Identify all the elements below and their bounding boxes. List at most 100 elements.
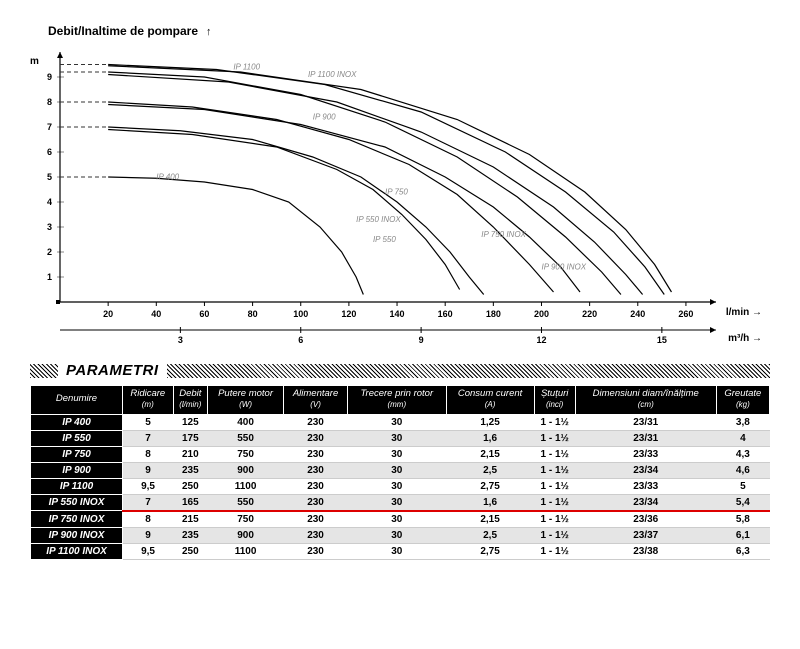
table-cell: 4,6 xyxy=(716,462,769,478)
row-name-cell: IP 900 INOX xyxy=(31,527,123,543)
svg-text:220: 220 xyxy=(582,309,597,319)
table-cell: 23/31 xyxy=(575,430,716,446)
svg-text:6: 6 xyxy=(298,335,303,345)
table-cell: 235 xyxy=(173,527,208,543)
row-name-cell: IP 1100 xyxy=(31,478,123,494)
svg-text:IP 550: IP 550 xyxy=(373,235,396,244)
svg-text:20: 20 xyxy=(103,309,113,319)
svg-text:140: 140 xyxy=(390,309,405,319)
table-cell: 1 - 1½ xyxy=(534,478,575,494)
table-cell: 8 xyxy=(123,446,174,462)
table-cell: 230 xyxy=(284,430,348,446)
table-header: Ridicare(m) xyxy=(123,386,174,415)
svg-text:IP 900 INOX: IP 900 INOX xyxy=(541,263,586,272)
table-header: Dimensiuni diam/înălțime(cm) xyxy=(575,386,716,415)
svg-text:IP 1100: IP 1100 xyxy=(233,63,260,72)
table-cell: 230 xyxy=(284,478,348,494)
table-header: Alimentare(V) xyxy=(284,386,348,415)
pump-curve-chart: m 12345678920406080100120140160180200220… xyxy=(30,42,770,352)
table-cell: 2,75 xyxy=(446,543,534,559)
table-cell: 9 xyxy=(123,462,174,478)
table-cell: 3,8 xyxy=(716,414,769,430)
table-row: IP 750 INOX8215750230302,151 - 1½23/365,… xyxy=(31,511,770,528)
svg-text:1: 1 xyxy=(47,272,52,282)
svg-text:260: 260 xyxy=(678,309,693,319)
table-header: Debit(l/min) xyxy=(173,386,208,415)
svg-text:3: 3 xyxy=(178,335,183,345)
table-cell: 1100 xyxy=(208,543,284,559)
chart-svg: 1234567892040608010012014016018020022024… xyxy=(30,42,770,352)
table-cell: 1 - 1½ xyxy=(534,446,575,462)
table-cell: 550 xyxy=(208,494,284,511)
hatch-decoration-left xyxy=(30,364,58,378)
table-cell: 400 xyxy=(208,414,284,430)
parameters-table: DenumireRidicare(m)Debit(l/min)Putere mo… xyxy=(30,385,770,560)
table-cell: 5,4 xyxy=(716,494,769,511)
svg-text:200: 200 xyxy=(534,309,549,319)
svg-text:IP 750: IP 750 xyxy=(385,188,408,197)
table-cell: 9 xyxy=(123,527,174,543)
table-cell: 125 xyxy=(173,414,208,430)
table-cell: 30 xyxy=(348,478,447,494)
svg-text:2: 2 xyxy=(47,247,52,257)
table-cell: 2,5 xyxy=(446,462,534,478)
svg-text:180: 180 xyxy=(486,309,501,319)
section-header: PARAMETRI xyxy=(30,362,770,379)
table-cell: 2,75 xyxy=(446,478,534,494)
x-axis-unit-primary: l/min → xyxy=(726,307,762,318)
table-cell: 750 xyxy=(208,511,284,528)
svg-text:5: 5 xyxy=(47,172,52,182)
table-cell: 1,25 xyxy=(446,414,534,430)
table-header: Consum curent(A) xyxy=(446,386,534,415)
svg-text:IP 750 INOX: IP 750 INOX xyxy=(481,230,526,239)
table-row: IP 900 INOX9235900230302,51 - 1½23/376,1 xyxy=(31,527,770,543)
svg-text:40: 40 xyxy=(151,309,161,319)
row-name-cell: IP 400 xyxy=(31,414,123,430)
table-cell: 2,15 xyxy=(446,511,534,528)
table-header: Putere motor(W) xyxy=(208,386,284,415)
y-axis-unit: m xyxy=(30,56,39,67)
table-cell: 9,5 xyxy=(123,478,174,494)
svg-text:3: 3 xyxy=(47,222,52,232)
table-cell: 230 xyxy=(284,527,348,543)
row-name-cell: IP 750 INOX xyxy=(31,511,123,528)
table-cell: 2,5 xyxy=(446,527,534,543)
table-cell: 250 xyxy=(173,478,208,494)
table-cell: 30 xyxy=(348,414,447,430)
svg-text:80: 80 xyxy=(248,309,258,319)
table-cell: 230 xyxy=(284,543,348,559)
table-cell: 30 xyxy=(348,543,447,559)
table-cell: 9,5 xyxy=(123,543,174,559)
svg-text:240: 240 xyxy=(630,309,645,319)
table-cell: 210 xyxy=(173,446,208,462)
row-name-cell: IP 750 xyxy=(31,446,123,462)
svg-text:6: 6 xyxy=(47,147,52,157)
table-cell: 1 - 1½ xyxy=(534,430,575,446)
table-row: IP 1100 INOX9,52501100230302,751 - 1½23/… xyxy=(31,543,770,559)
table-cell: 1 - 1½ xyxy=(534,511,575,528)
table-cell: 750 xyxy=(208,446,284,462)
table-cell: 23/34 xyxy=(575,494,716,511)
row-name-cell: IP 550 xyxy=(31,430,123,446)
hatch-decoration-right xyxy=(167,364,770,378)
svg-text:4: 4 xyxy=(47,197,52,207)
table-cell: 30 xyxy=(348,446,447,462)
table-cell: 6,3 xyxy=(716,543,769,559)
table-cell: 6,1 xyxy=(716,527,769,543)
table-cell: 230 xyxy=(284,494,348,511)
table-row: IP 7508210750230302,151 - 1½23/334,3 xyxy=(31,446,770,462)
svg-text:7: 7 xyxy=(47,122,52,132)
table-cell: 215 xyxy=(173,511,208,528)
table-row: IP 9009235900230302,51 - 1½23/344,6 xyxy=(31,462,770,478)
table-cell: 175 xyxy=(173,430,208,446)
table-cell: 1 - 1½ xyxy=(534,414,575,430)
table-cell: 1100 xyxy=(208,478,284,494)
row-name-cell: IP 1100 INOX xyxy=(31,543,123,559)
table-header: Denumire xyxy=(31,386,123,415)
table-cell: 235 xyxy=(173,462,208,478)
svg-text:IP 1100 INOX: IP 1100 INOX xyxy=(308,70,357,79)
table-cell: 4 xyxy=(716,430,769,446)
section-title: PARAMETRI xyxy=(66,362,159,379)
table-header: Greutate(kg) xyxy=(716,386,769,415)
table-cell: 1 - 1½ xyxy=(534,543,575,559)
